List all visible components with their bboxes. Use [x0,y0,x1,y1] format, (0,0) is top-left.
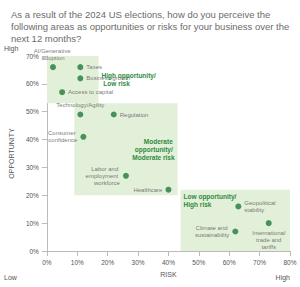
svg-text:AI/Generative: AI/Generative [34,48,72,54]
svg-text:50%: 50% [26,108,39,115]
svg-text:Low risk: Low risk [102,80,131,87]
svg-text:Labor and: Labor and [91,166,120,172]
svg-text:10%: 10% [71,259,84,266]
svg-text:0%: 0% [42,259,52,266]
svg-text:High risk: High risk [184,201,212,209]
svg-text:International: International [252,230,285,236]
svg-text:trade and: trade and [254,237,283,243]
svg-text:High opportunity/: High opportunity/ [102,72,156,80]
svg-text:0%: 0% [30,248,40,255]
svg-text:Moderate risk: Moderate risk [132,154,175,161]
svg-text:Healthcare: Healthcare [133,187,163,193]
svg-text:30%: 30% [132,259,145,266]
svg-text:Climate and: Climate and [196,225,230,231]
svg-text:30%: 30% [26,164,39,171]
svg-text:adoption: adoption [41,55,64,61]
svg-text:confidence: confidence [48,137,78,143]
svg-text:stability: stability [244,207,264,213]
svg-text:High: High [4,45,19,53]
svg-text:Technology/Agility: Technology/Agility [56,102,104,108]
svg-text:80%: 80% [283,259,296,266]
svg-text:As a result of the 2024 US ele: As a result of the 2024 US elections, ho… [11,9,273,20]
svg-text:Low: Low [4,274,18,281]
svg-text:50%: 50% [192,259,205,266]
svg-text:next 12 months?: next 12 months? [11,33,81,44]
svg-text:70%: 70% [25,52,39,60]
svg-text:workforce: workforce [93,180,121,186]
svg-text:opportunity/: opportunity/ [135,146,175,154]
svg-text:OPPORTUNITY: OPPORTUNITY [8,128,15,179]
svg-text:70%: 70% [253,259,266,266]
svg-text:sustainability: sustainability [195,232,229,238]
svg-text:High: High [276,274,291,282]
svg-text:Taxes: Taxes [86,64,102,70]
svg-text:Regulation: Regulation [120,112,149,118]
svg-text:40%: 40% [162,259,175,266]
svg-text:RISK: RISK [160,271,177,278]
svg-text:40%: 40% [26,136,39,143]
svg-text:tariffs: tariffs [261,244,276,250]
svg-text:20%: 20% [101,259,114,266]
svg-text:10%: 10% [26,220,39,227]
svg-text:60%: 60% [26,80,39,87]
svg-text:following areas as opportuniti: following areas as opportunities or risk… [11,21,292,32]
svg-text:Access to capital: Access to capital [68,89,113,95]
svg-text:Consumer: Consumer [48,130,77,136]
svg-text:20%: 20% [26,192,39,199]
svg-text:Moderate: Moderate [144,138,175,145]
svg-text:employment: employment [86,173,120,179]
svg-text:Low opportunity/: Low opportunity/ [184,193,239,201]
svg-text:Geopolitical: Geopolitical [244,200,277,206]
svg-text:60%: 60% [223,259,236,266]
